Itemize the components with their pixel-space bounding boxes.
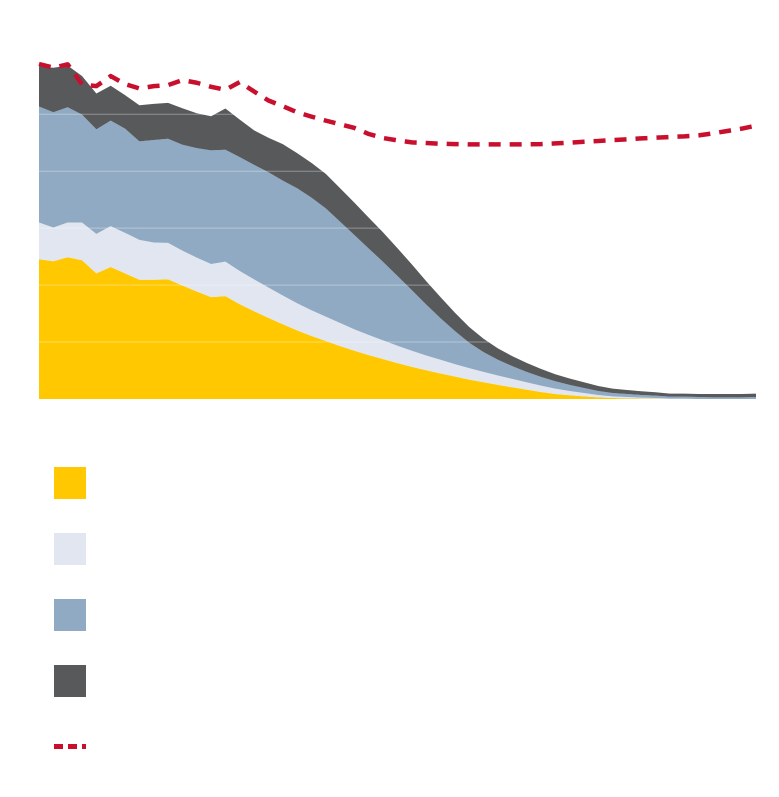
legend-item-s4 <box>54 665 354 731</box>
chart-legend <box>54 467 354 797</box>
legend-swatch <box>54 467 86 499</box>
legend-item-dashed <box>54 731 354 797</box>
area-series-1 <box>39 257 756 399</box>
area-series-3 <box>39 106 756 399</box>
legend-swatch <box>54 533 86 565</box>
chart-areas <box>39 65 756 399</box>
legend-dash-segment <box>82 744 86 749</box>
legend-item-s1 <box>54 467 354 533</box>
legend-item-s2 <box>54 533 354 599</box>
legend-swatch <box>54 665 86 697</box>
legend-dash-segment <box>54 744 63 749</box>
legend-item-s3 <box>54 599 354 665</box>
stacked-area-chart <box>38 61 757 399</box>
area-series-4 <box>39 65 756 398</box>
legend-dash-swatch <box>54 731 86 763</box>
legend-swatch <box>54 599 86 631</box>
legend-dash-segment <box>68 744 77 749</box>
chart-gridlines <box>39 113 756 343</box>
chart-dashed-line <box>38 61 757 147</box>
dashed-line-series <box>38 61 757 147</box>
area-series-2 <box>39 222 756 399</box>
